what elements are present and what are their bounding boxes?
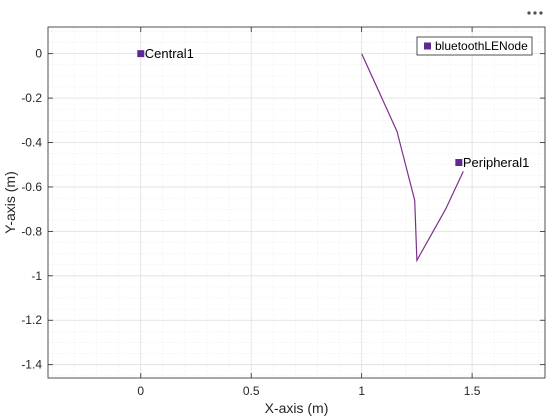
node-marker[interactable]: [137, 50, 145, 58]
plot-area[interactable]: [48, 27, 545, 378]
y-tick-label: -0.6: [21, 180, 42, 194]
node-path-line: [361, 53, 464, 263]
node-label: Peripheral1: [463, 155, 530, 170]
x-axis-label: X-axis (m): [265, 400, 329, 416]
nodes-layer: Central1 Peripheral1: [137, 46, 529, 170]
node-label: Central1: [145, 46, 194, 61]
more-options-button[interactable]: [524, 4, 546, 22]
x-tick-label: 1.5: [464, 384, 481, 398]
x-tick-label: 0.5: [243, 384, 260, 398]
legend-box: [416, 36, 533, 56]
x-axis: 0 0.5 1 1.5: [137, 27, 481, 398]
y-axis: 0 -0.2 -0.4 -0.6 -0.8 -1 -1.2 -1.4: [21, 47, 545, 372]
y-tick-label: -1.4: [21, 358, 42, 372]
plot-frame: [47, 26, 546, 379]
legend-marker: [424, 42, 431, 50]
y-tick-label: -0.2: [21, 91, 42, 105]
y-tick-label: -0.4: [21, 136, 42, 150]
y-tick-label: 0: [35, 47, 42, 61]
x-tick-label: 1: [358, 384, 365, 398]
y-tick-label: -1.2: [21, 313, 42, 327]
x-tick-label: 0: [137, 384, 144, 398]
legend-entry-label: bluetoothLENode: [435, 39, 528, 53]
y-tick-label: -1: [31, 269, 42, 283]
legend[interactable]: bluetoothLENode: [416, 36, 533, 56]
y-tick-label: -0.8: [21, 224, 42, 238]
more-options-icon: [527, 11, 543, 15]
node-marker[interactable]: [455, 159, 463, 167]
y-axis-label: Y-axis (m): [2, 171, 18, 234]
